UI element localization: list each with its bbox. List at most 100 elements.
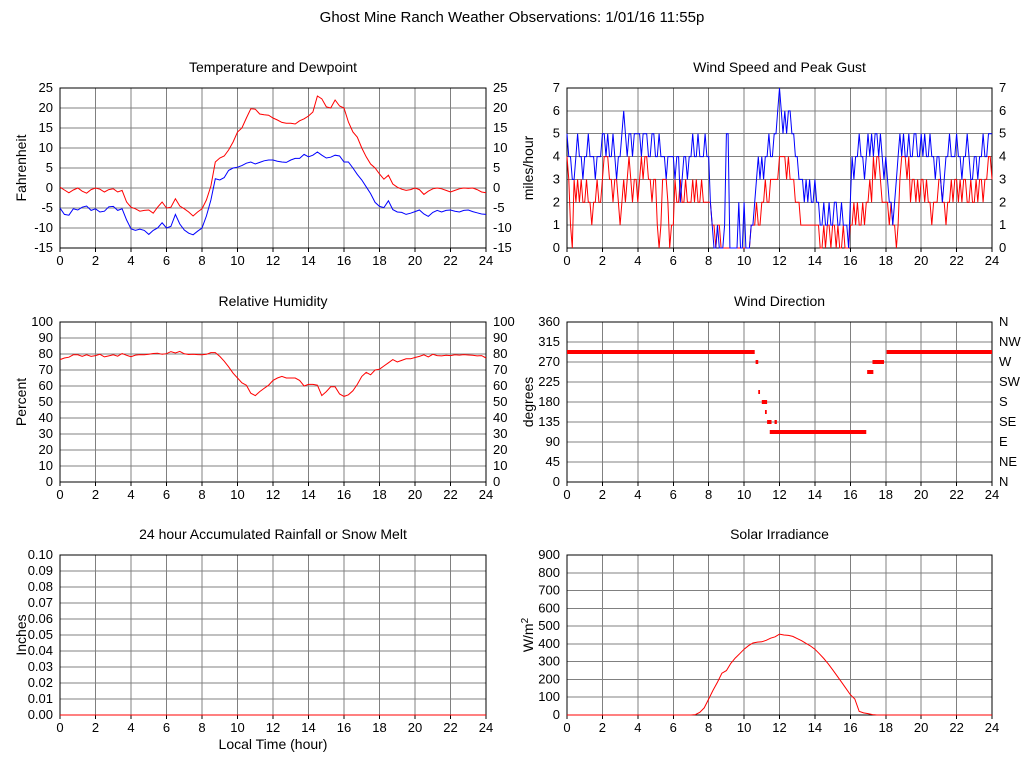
compass-label: E — [999, 434, 1008, 449]
y-tick-label-right: 40 — [493, 410, 507, 425]
x-tick-label: 18 — [879, 720, 893, 735]
x-tick-label: 16 — [843, 253, 857, 268]
chart-rainfall: 0 2 4 6 8 10 12 14 16 18 20 22 240.000.010.020.030.0… — [13, 526, 493, 752]
y-tick-label: 7 — [553, 80, 560, 95]
x-tick-label: 22 — [443, 487, 457, 502]
compass-label: N — [999, 474, 1008, 489]
y-tick-label: 30 — [39, 426, 53, 441]
x-tick-label: 0 — [56, 253, 63, 268]
x-tick-label: 0 — [563, 720, 570, 735]
x-tick-label: 2 — [92, 253, 99, 268]
x-tick-label: 24 — [479, 720, 493, 735]
y-tick-label-right: 80 — [493, 346, 507, 361]
x-tick-label: 22 — [949, 487, 963, 502]
y-axis-label: W/m2 — [520, 617, 536, 652]
x-tick-label: 12 — [772, 487, 786, 502]
y-tick-label: 4 — [553, 149, 560, 164]
y-tick-label: 5 — [46, 160, 53, 175]
x-tick-label: 4 — [127, 253, 134, 268]
x-tick-label: 8 — [705, 487, 712, 502]
x-tick-label: 20 — [408, 487, 422, 502]
y-tick-label: 0.03 — [28, 659, 53, 674]
chart-title: Relative Humidity — [219, 293, 328, 309]
x-tick-label: 18 — [879, 253, 893, 268]
y-axis-label: Inches — [13, 614, 29, 655]
y-tick-label: 180 — [538, 394, 560, 409]
x-tick-label: 16 — [843, 720, 857, 735]
x-tick-label: 24 — [479, 487, 493, 502]
y-tick-label: 600 — [538, 600, 560, 615]
compass-label: N — [999, 314, 1008, 329]
y-tick-label: 0.05 — [28, 627, 53, 642]
x-tick-label: 22 — [949, 253, 963, 268]
x-tick-label: 4 — [127, 487, 134, 502]
y-axis-label: Fahrenheit — [13, 134, 29, 201]
series-solar — [567, 633, 992, 716]
y-tick-label: 40 — [39, 410, 53, 425]
y-tick-label-right: 5 — [493, 160, 500, 175]
y-tick-label: 70 — [39, 362, 53, 377]
x-tick-label: 0 — [56, 720, 63, 735]
y-tick-label-right: 2 — [999, 194, 1006, 209]
x-tick-label: 20 — [914, 253, 928, 268]
x-tick-label: 24 — [985, 720, 999, 735]
y-tick-label: 700 — [538, 583, 560, 598]
page-title: Ghost Mine Ranch Weather Observations: 1… — [319, 9, 705, 26]
y-tick-label: 60 — [39, 378, 53, 393]
y-tick-label: 0.08 — [28, 579, 53, 594]
x-tick-label: 4 — [127, 720, 134, 735]
x-tick-label: 4 — [634, 720, 641, 735]
x-tick-label: 4 — [634, 253, 641, 268]
y-tick-label: 0 — [553, 707, 560, 722]
y-axis-label: degrees — [520, 377, 536, 428]
chart-solar-irradiance: 0 2 4 6 8 10 12 14 16 18 20 22 240100200300400500600… — [520, 526, 999, 735]
y-tick-label: 400 — [538, 636, 560, 651]
x-tick-label: 14 — [808, 720, 822, 735]
x-tick-label: 18 — [879, 487, 893, 502]
y-tick-label: 135 — [538, 414, 560, 429]
chart-title: Wind Direction — [734, 293, 825, 309]
x-tick-label: 22 — [443, 720, 457, 735]
y-tick-label: 6 — [553, 103, 560, 118]
x-tick-label: 20 — [914, 720, 928, 735]
y-tick-label-right: 0 — [493, 180, 500, 195]
x-tick-label: 8 — [705, 253, 712, 268]
y-tick-label: 1 — [553, 217, 560, 232]
x-tick-label: 16 — [337, 253, 351, 268]
x-axis-label: Local Time (hour) — [219, 736, 328, 752]
y-tick-label-right: 90 — [493, 330, 507, 345]
x-tick-label: 2 — [599, 253, 606, 268]
x-tick-label: 14 — [301, 253, 315, 268]
x-tick-label: 14 — [301, 487, 315, 502]
x-tick-label: 10 — [230, 487, 244, 502]
y-tick-label: 360 — [538, 314, 560, 329]
y-tick-label-right: 0 — [493, 474, 500, 489]
x-tick-label: 20 — [914, 487, 928, 502]
y-tick-label: -15 — [34, 240, 53, 255]
x-tick-label: 10 — [230, 720, 244, 735]
x-tick-label: 2 — [92, 720, 99, 735]
y-tick-label: 0 — [553, 474, 560, 489]
y-tick-label: 3 — [553, 171, 560, 186]
chart-title: Solar Irradiance — [730, 526, 829, 542]
y-tick-label: 0 — [46, 474, 53, 489]
y-tick-label-right: 30 — [493, 426, 507, 441]
y-tick-label: 20 — [39, 100, 53, 115]
x-tick-label: 8 — [198, 253, 205, 268]
y-tick-label-right: 100 — [493, 314, 515, 329]
y-tick-label: 300 — [538, 654, 560, 669]
x-tick-label: 6 — [163, 253, 170, 268]
series-wind-speed — [566, 156, 993, 249]
x-tick-label: 10 — [737, 253, 751, 268]
x-tick-label: 18 — [372, 487, 386, 502]
x-tick-label: 0 — [563, 253, 570, 268]
x-tick-label: 8 — [705, 720, 712, 735]
y-tick-label-right: -15 — [493, 240, 512, 255]
y-tick-label: 45 — [546, 454, 560, 469]
series-dewpoint — [59, 151, 487, 236]
x-tick-label: 16 — [337, 720, 351, 735]
series-humidity — [59, 350, 487, 397]
x-tick-label: 16 — [337, 487, 351, 502]
